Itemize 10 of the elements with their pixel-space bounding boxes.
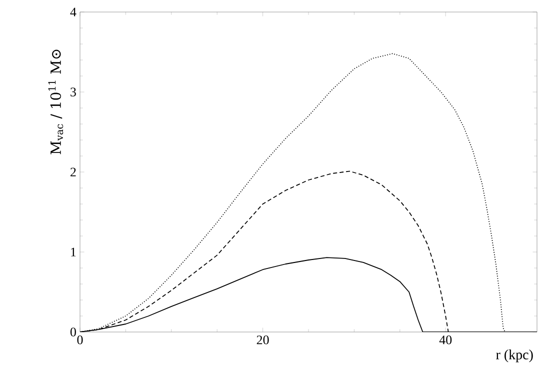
- y-tick-label: 4: [70, 8, 76, 16]
- y-tick-label: 3: [70, 88, 76, 96]
- y-tick-label: 1: [71, 248, 76, 256]
- x-tick-label: 40: [439, 336, 452, 344]
- y-tick-label: 2: [70, 168, 76, 176]
- x-axis-title: r (kpc): [496, 350, 533, 362]
- x-tick-label: 0: [77, 336, 83, 344]
- y-tick-label: 0: [70, 328, 76, 336]
- y-axis-title: M$_{vac}$ / 10$^{11}$ M⊙: [48, 50, 64, 154]
- x-tick-label: 20: [256, 336, 269, 344]
